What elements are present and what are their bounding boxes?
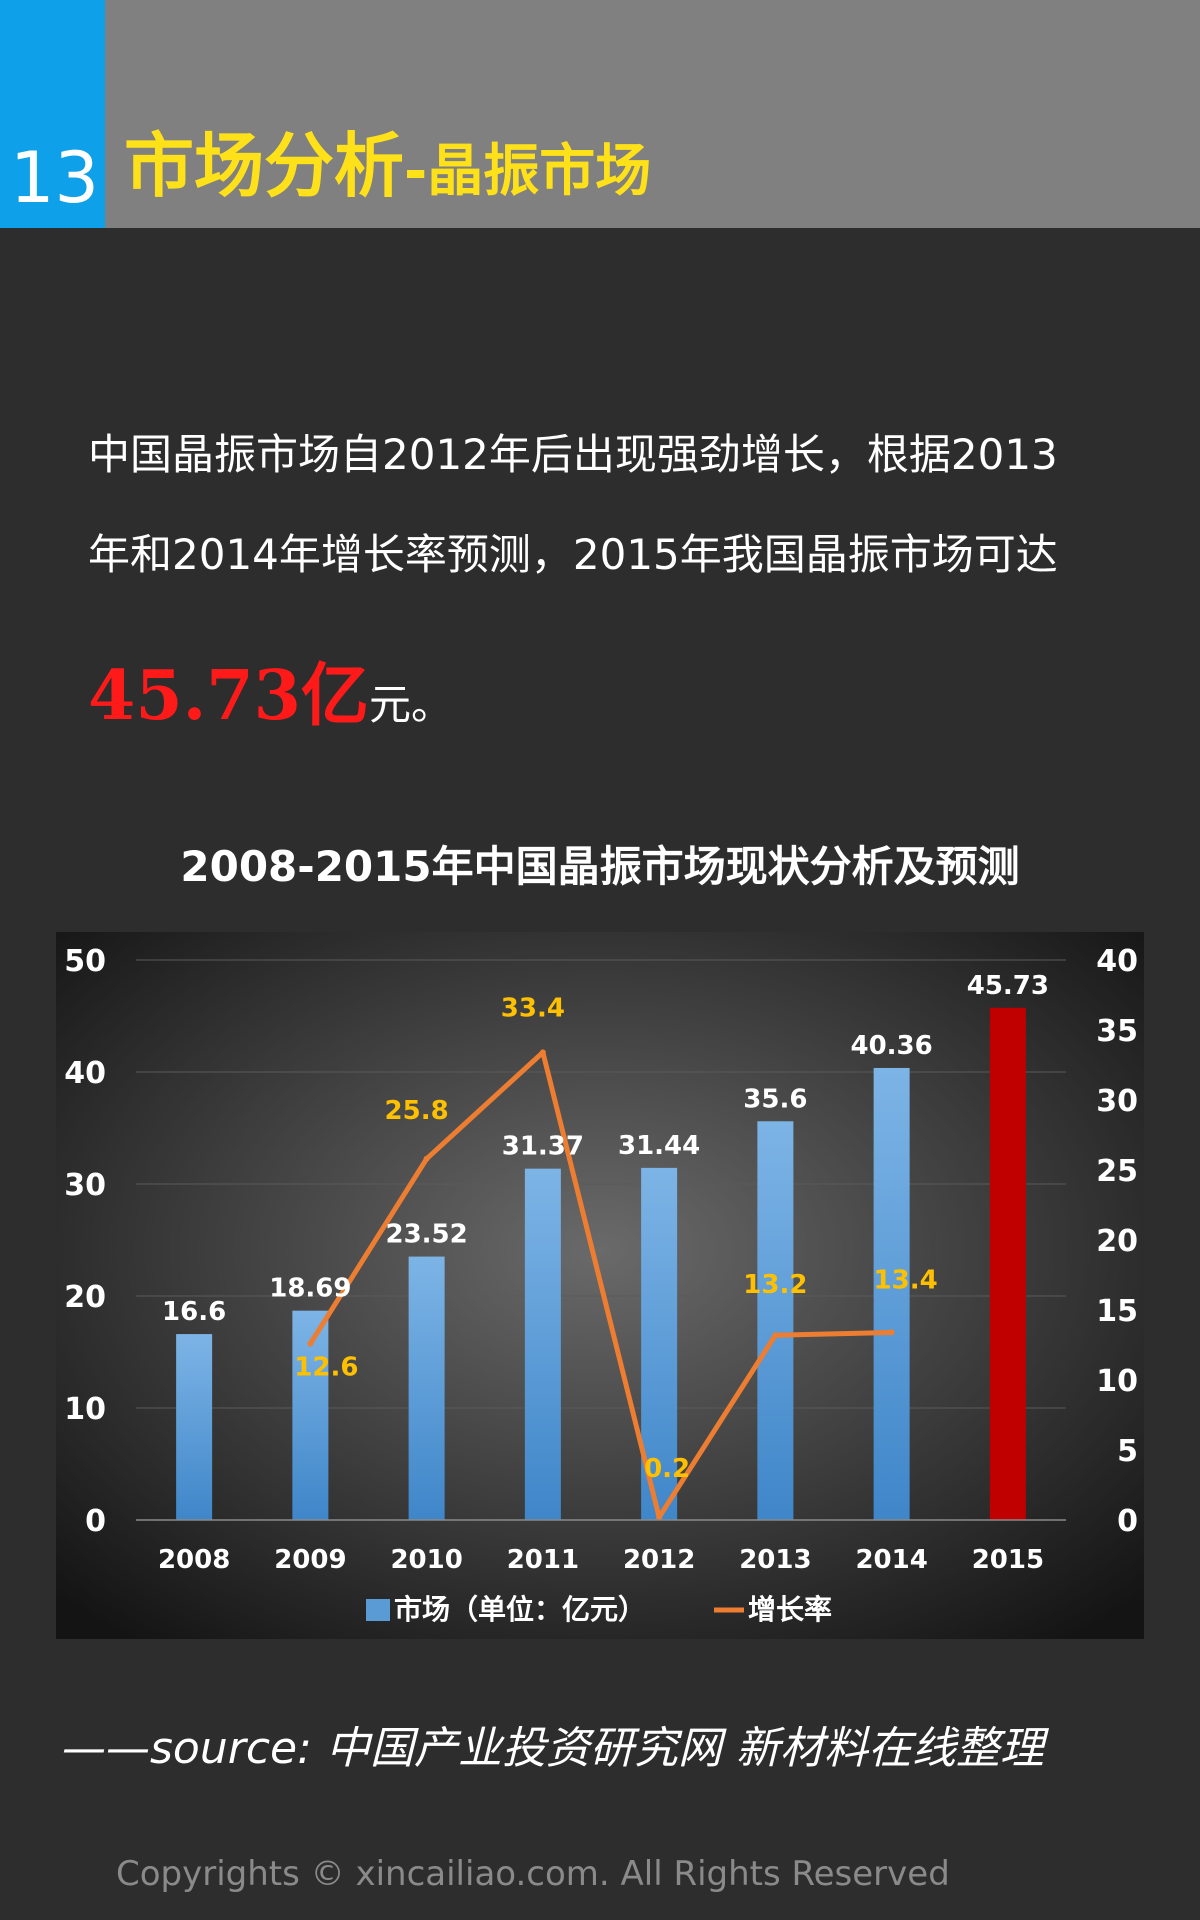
- y-right-tick-label: 30: [1096, 1084, 1138, 1119]
- bar-value-label: 35.6: [743, 1084, 807, 1114]
- x-tick-label: 2010: [390, 1545, 462, 1575]
- y-right-tick-label: 0: [1117, 1504, 1138, 1539]
- bar-2010: [408, 1256, 445, 1520]
- y-right-tick-label: 5: [1117, 1434, 1138, 1469]
- growth-value-label: 0.2: [644, 1454, 690, 1484]
- bar-value-label: 45.73: [967, 971, 1049, 1001]
- y-right-tick-label: 20: [1096, 1224, 1138, 1259]
- x-tick-label: 2014: [855, 1545, 927, 1575]
- bar-value-label: 31.44: [618, 1131, 700, 1161]
- growth-value-label: 12.6: [294, 1353, 358, 1383]
- growth-line: [308, 1049, 892, 1520]
- y-left-tick-label: 20: [64, 1280, 106, 1315]
- highlight-number: 45.73亿: [88, 656, 369, 736]
- y-right-tick-label: 10: [1096, 1364, 1138, 1399]
- chart-area: 16.6 18.69 23.52 31.37 31.44 35.6 40.36 45.73 12…: [56, 932, 1144, 1639]
- growth-point: [423, 1155, 430, 1162]
- legend-bar-swatch: [366, 1599, 390, 1621]
- y-left-tick-label: 0: [85, 1504, 106, 1539]
- x-tick-label: 2015: [972, 1545, 1044, 1575]
- bar-2015: [989, 1007, 1026, 1520]
- y-left-tick-label: 50: [64, 944, 106, 979]
- page-number: 13: [10, 137, 100, 219]
- bar-value-label: 18.69: [269, 1274, 351, 1304]
- growth-point: [307, 1340, 314, 1347]
- chart-title: 2008-2015年中国晶振市场现状分析及预测: [180, 842, 1020, 891]
- growth-value-label: 25.8: [385, 1096, 449, 1126]
- bar-2014: [873, 1067, 910, 1520]
- chart-svg: 16.6 18.69 23.52 31.37 31.44 35.6 40.36 45.73 12…: [56, 932, 1144, 1639]
- growth-point: [772, 1332, 779, 1339]
- bar-2008: [176, 1334, 213, 1520]
- x-tick-label: 2012: [623, 1545, 695, 1575]
- highlight-value: 45.73亿元。: [88, 640, 453, 739]
- y-left-tick-label: 40: [64, 1056, 106, 1091]
- x-tick-label: 2009: [274, 1545, 346, 1575]
- x-tick-label: 2008: [158, 1545, 230, 1575]
- source-text: ——source: 中国产业投资研究网 新材料在线整理: [62, 1723, 1044, 1774]
- bar-value-label: 31.37: [502, 1132, 584, 1162]
- y-left-tick-label: 10: [64, 1392, 106, 1427]
- y-right-tick-label: 15: [1096, 1294, 1138, 1329]
- bar-value-label: 40.36: [851, 1031, 933, 1061]
- x-tick-label: 2013: [739, 1545, 811, 1575]
- y-right-tick-label: 35: [1096, 1014, 1138, 1049]
- highlight-tail: 元。: [368, 680, 453, 729]
- growth-point: [539, 1049, 546, 1056]
- y-right-tick-label: 40: [1096, 944, 1138, 979]
- y-right-tick-label: 25: [1096, 1154, 1138, 1189]
- page-title: 市场分析-晶振市场: [124, 126, 651, 212]
- page-number-box: 13: [0, 0, 105, 228]
- y-left-tick-label: 30: [64, 1168, 106, 1203]
- bar-value-label: 23.52: [386, 1220, 468, 1250]
- header-bar: 13 市场分析-晶振市场: [0, 0, 1200, 228]
- legend-line-label: 增长率: [748, 1593, 832, 1626]
- growth-point: [656, 1514, 663, 1521]
- page-title-main: 市场分析: [124, 125, 404, 207]
- intro-text: 中国晶振市场自2012年后出现强劲增长，根据2013年和2014年增长率预测，2…: [88, 430, 1058, 579]
- x-tick-label: 2011: [507, 1545, 579, 1575]
- bar-2011: [524, 1168, 561, 1520]
- bar-2013: [757, 1121, 794, 1520]
- growth-value-label: 13.4: [874, 1265, 938, 1295]
- growth-point: [888, 1329, 895, 1336]
- bar-value-label: 16.6: [162, 1297, 226, 1327]
- page-title-sub: -晶振市场: [404, 139, 652, 204]
- copyright-text: Copyrights © xincailiao.com. All Rights …: [116, 1854, 950, 1894]
- growth-value-label: 33.4: [501, 993, 565, 1023]
- growth-value-label: 13.2: [743, 1270, 807, 1300]
- legend-bar-label: 市场（单位：亿元）: [394, 1593, 646, 1626]
